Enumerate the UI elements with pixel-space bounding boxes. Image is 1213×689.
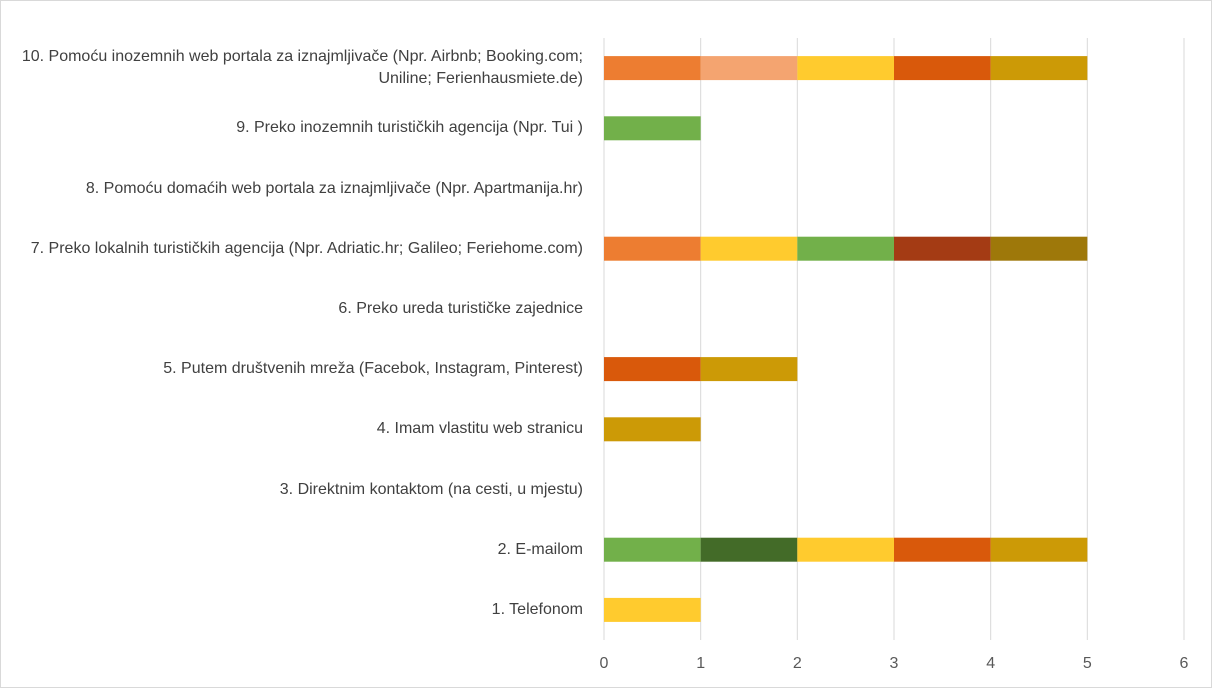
x-tick-label: 3: [890, 655, 899, 672]
y-tick-label: 3. Direktnim kontaktom (na cesti, u mjes…: [279, 480, 583, 498]
bar-segment: [700, 537, 798, 562]
y-tick-label: 10. Pomoću inozemnih web portala za izna…: [21, 48, 583, 88]
bar-segment: [894, 56, 991, 81]
y-tick-label: 8. Pomoću domaćih web portala za iznajml…: [85, 179, 583, 197]
bar-segment: [700, 236, 798, 261]
bar-segment: [700, 357, 798, 382]
bar-segment: [604, 417, 701, 442]
x-tick-label: 6: [1180, 655, 1189, 672]
bar-segment: [700, 56, 798, 81]
x-tick-label: 4: [986, 655, 995, 672]
y-tick-label: 9. Preko inozemnih turističkih agencija …: [236, 119, 583, 137]
bar-segment: [797, 537, 894, 562]
y-tick-label: 7. Preko lokalnih turističkih agencija (…: [30, 239, 583, 257]
y-tick-label: 6. Preko ureda turističke zajednice: [338, 299, 583, 317]
bar-segment: [894, 537, 991, 562]
y-tick-label: 2. E-mailom: [497, 540, 583, 558]
bar-segment: [604, 357, 701, 382]
x-tick-label: 2: [793, 655, 802, 672]
y-tick-label: 1. Telefonom: [491, 600, 583, 618]
y-tick-label: 5. Putem društvenih mreža (Facebok, Inst…: [163, 360, 583, 378]
bar-segment: [990, 56, 1088, 81]
bar-segment: [604, 537, 701, 562]
bar-segment: [990, 537, 1088, 562]
x-tick-label: 5: [1083, 655, 1092, 672]
bar-segment: [604, 116, 701, 141]
bar-segment: [797, 236, 894, 261]
bar-segment: [604, 56, 701, 81]
bar-segment: [604, 236, 701, 261]
bar-segment: [797, 56, 894, 81]
bar-segment: [604, 597, 701, 622]
y-tick-label: 4. Imam vlastitu web stranicu: [376, 420, 583, 438]
bar-segment: [894, 236, 991, 261]
bar-segment: [990, 236, 1088, 261]
x-tick-label: 1: [696, 655, 705, 672]
x-tick-label: 0: [600, 655, 609, 672]
